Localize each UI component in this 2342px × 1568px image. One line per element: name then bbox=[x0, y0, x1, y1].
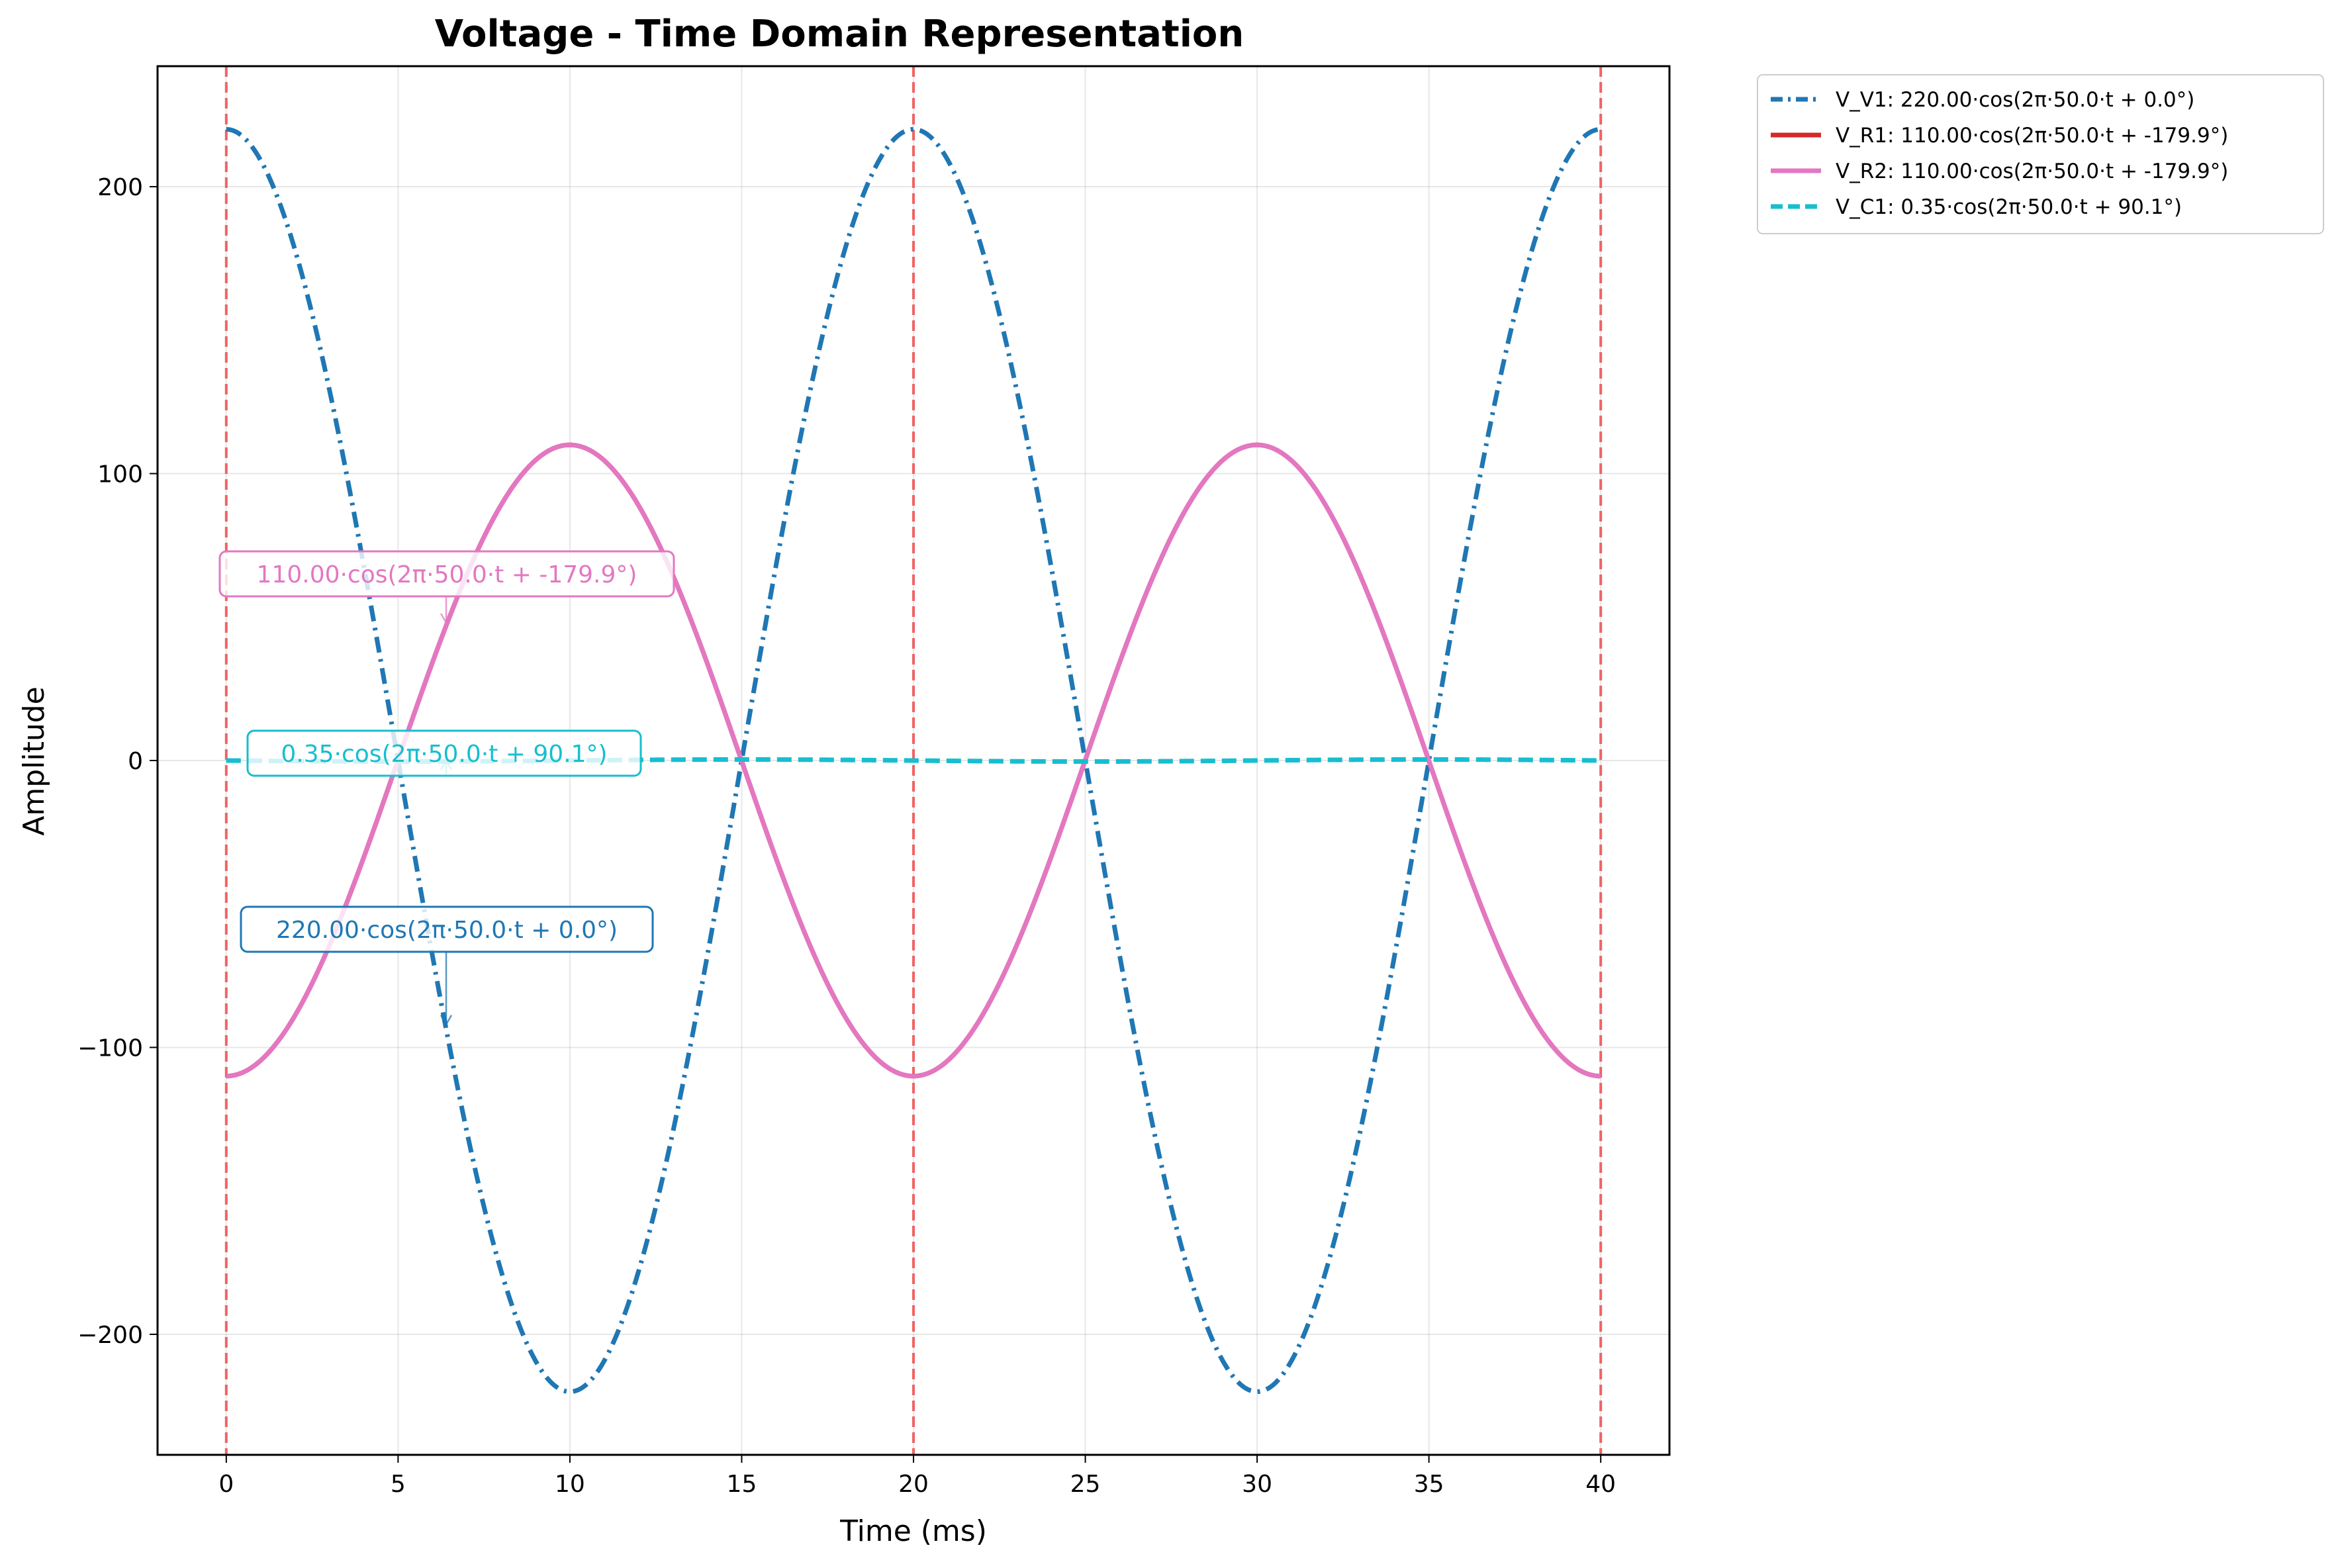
y-tick-label: −100 bbox=[77, 1035, 143, 1062]
annotation-label-1: 0.35·cos(2π·50.0·t + 90.1°) bbox=[281, 741, 607, 768]
chart-title: Voltage - Time Domain Representation bbox=[435, 13, 1244, 56]
x-axis-label: Time (ms) bbox=[839, 1514, 987, 1548]
plot-lines bbox=[226, 126, 1601, 1395]
y-tick-label: 100 bbox=[97, 461, 143, 488]
axis-ticks: 0 5 10 15 20 25 30 35 40 −200 −100 0 100 200 bbox=[77, 174, 1616, 1498]
annotation-label-2: 220.00·cos(2π·50.0·t + 0.0°) bbox=[276, 917, 618, 944]
y-axis-label: Amplitude bbox=[17, 686, 51, 835]
legend-label-1: V_R1: 110.00·cos(2π·50.0·t + -179.9°) bbox=[1836, 124, 2228, 148]
annotations: 110.00·cos(2π·50.0·t + -179.9°) 0.35·cos(… bbox=[218, 550, 675, 1027]
y-tick-label: 200 bbox=[97, 174, 143, 201]
annotation-label-0: 110.00·cos(2π·50.0·t + -179.9°) bbox=[257, 561, 637, 588]
x-tick-label: 20 bbox=[898, 1471, 929, 1498]
legend-label-3: V_C1: 0.35·cos(2π·50.0·t + 90.1°) bbox=[1836, 195, 2182, 219]
x-tick-label: 25 bbox=[1070, 1471, 1101, 1498]
annotation-box-0 bbox=[218, 550, 675, 598]
legend: V_V1: 220.00·cos(2π·50.0·t + 0.0°) V_R1: … bbox=[1757, 74, 2324, 234]
period-markers bbox=[224, 66, 1603, 1455]
series-line-2 bbox=[226, 442, 1601, 1079]
x-tick-label: 15 bbox=[727, 1471, 757, 1498]
legend-label-2: V_R2: 110.00·cos(2π·50.0·t + -179.9°) bbox=[1836, 160, 2228, 183]
series-line-0 bbox=[226, 126, 1601, 1395]
x-tick-label: 30 bbox=[1242, 1471, 1272, 1498]
series-line-3 bbox=[226, 757, 1601, 764]
x-tick-label: 35 bbox=[1414, 1471, 1444, 1498]
x-tick-label: 10 bbox=[555, 1471, 585, 1498]
annotation-arrowhead-2 bbox=[440, 1015, 453, 1027]
y-tick-label: −200 bbox=[77, 1322, 143, 1349]
annotation-arrowhead-0 bbox=[440, 613, 453, 625]
x-tick-label: 0 bbox=[218, 1471, 234, 1498]
x-tick-label: 5 bbox=[391, 1471, 406, 1498]
annotation-box-2 bbox=[240, 905, 654, 953]
legend-label-0: V_V1: 220.00·cos(2π·50.0·t + 0.0°) bbox=[1836, 88, 2194, 112]
legend-frame bbox=[1757, 74, 2324, 234]
annotation-box-1 bbox=[246, 729, 642, 777]
x-tick-label: 40 bbox=[1585, 1471, 1616, 1498]
y-tick-label: 0 bbox=[128, 748, 143, 775]
